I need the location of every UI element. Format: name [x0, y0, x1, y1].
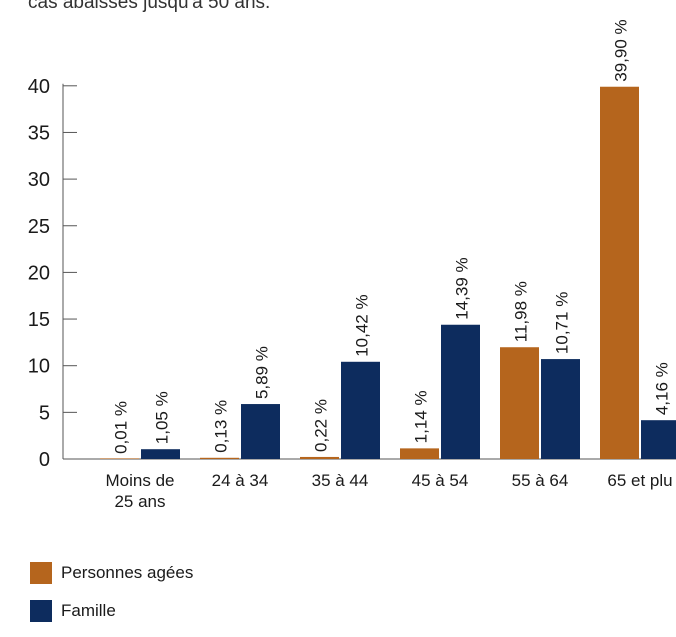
x-tick-label-3: 45 à 54: [412, 471, 469, 490]
bar-personnes-3: [400, 448, 439, 459]
legend-swatch-personnes: [30, 562, 52, 584]
bar-value-label-personnes-2: 0,22 %: [312, 399, 331, 452]
x-tick-label-5: 65 et plu: [607, 471, 672, 490]
x-tick-label-0-line1: 25 ans: [114, 492, 165, 511]
bar-personnes-5: [600, 86, 639, 459]
bar-personnes-2: [300, 456, 339, 459]
bar-personnes-0: [100, 458, 139, 459]
bar-famille-2: [341, 361, 380, 459]
x-tick-label-1: 24 à 34: [212, 471, 269, 490]
bar-famille-1: [241, 404, 280, 459]
bar-value-label-personnes-3: 1,14 %: [412, 390, 431, 443]
bar-value-label-personnes-1: 0,13 %: [212, 400, 231, 453]
legend-label-famille: Famille: [61, 601, 116, 620]
bar-value-label-famille-0: 1,05 %: [153, 391, 172, 444]
x-tick-label-2: 35 à 44: [312, 471, 369, 490]
y-tick-label-6: 30: [28, 169, 50, 191]
bar-chart: 0 5 10 15 20 25 30 35 40 0,01 % 1,05 % Moins de 25 a…: [28, 19, 676, 511]
x-tick-label-4: 55 à 64: [512, 471, 569, 490]
bar-famille-0: [141, 449, 180, 459]
y-tick-label-5: 25: [28, 216, 50, 238]
y-tick-label-2: 10: [28, 356, 50, 378]
y-tick-label-0: 0: [39, 449, 50, 471]
bar-value-label-personnes-4: 11,98 %: [512, 281, 531, 342]
bar-value-label-personnes-0: 0,01 %: [112, 401, 131, 454]
bar-value-label-famille-1: 5,89 %: [253, 346, 272, 399]
bar-value-label-famille-5: 4,16 %: [653, 362, 672, 415]
y-tick-label-7: 35: [28, 122, 50, 144]
bar-value-label-famille-2: 10,42 %: [353, 294, 372, 356]
bar-personnes-4: [500, 347, 539, 459]
legend-item-famille: Famille: [30, 599, 193, 623]
y-tick-label-4: 20: [28, 262, 50, 284]
chart-caption: cas abaissés jusqu'à 50 ans.: [28, 0, 271, 13]
y-tick-label-8: 40: [28, 76, 50, 98]
bar-value-label-famille-3: 14,39 %: [453, 257, 472, 319]
bar-famille-5: [641, 420, 676, 459]
bar-value-label-famille-4: 10,71 %: [553, 292, 572, 354]
legend-swatch-famille: [30, 600, 52, 622]
legend: Personnes agées Famille: [30, 561, 193, 637]
bar-famille-3: [441, 324, 480, 459]
bar-personnes-1: [200, 457, 239, 459]
bar-famille-4: [541, 359, 580, 459]
legend-label-personnes: Personnes agées: [61, 563, 194, 582]
x-tick-label-0: Moins de: [106, 471, 175, 490]
legend-item-personnes: Personnes agées: [30, 561, 193, 585]
bar-value-label-personnes-5: 39,90 %: [612, 19, 631, 81]
y-tick-label-1: 5: [39, 402, 50, 424]
y-tick-label-3: 15: [28, 309, 50, 331]
